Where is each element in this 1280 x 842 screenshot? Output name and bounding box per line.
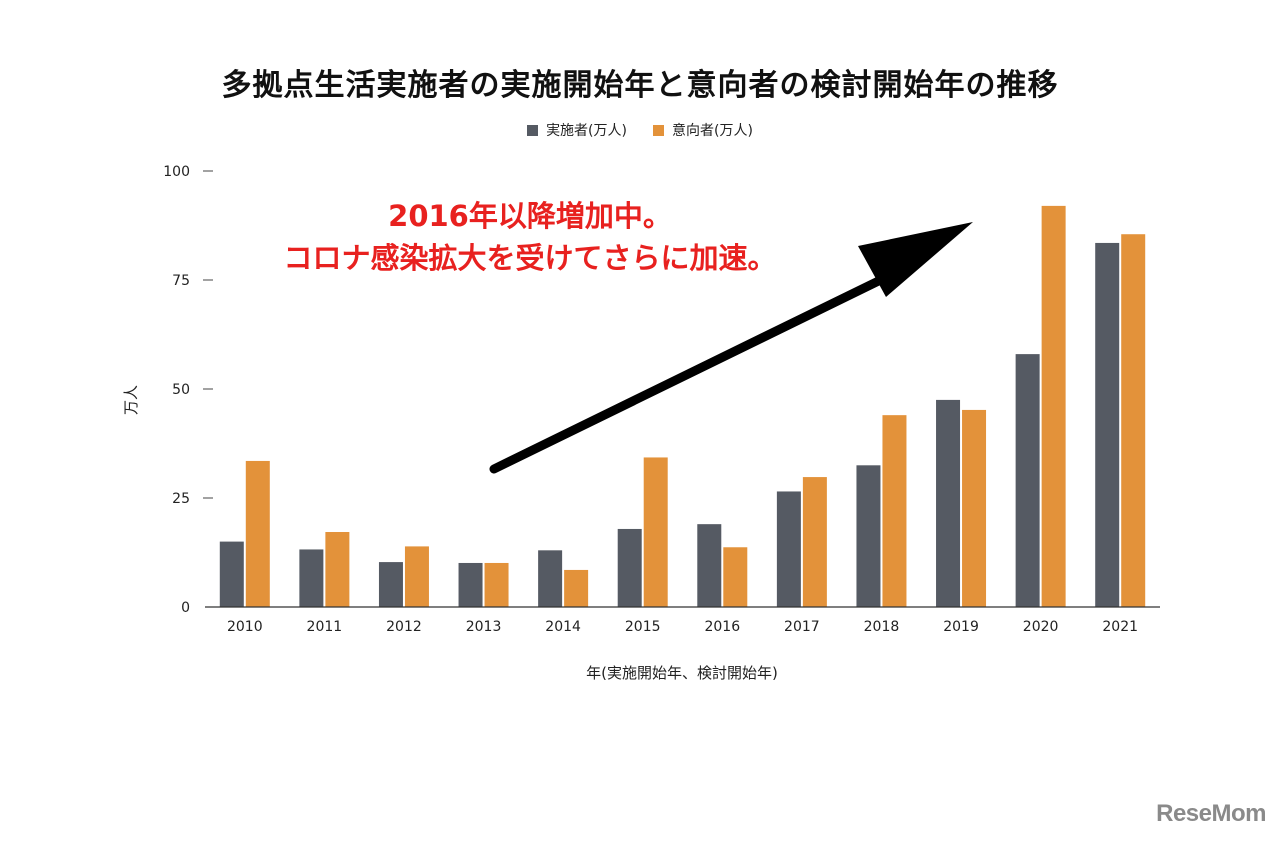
bar-implementers-2015 bbox=[617, 528, 642, 607]
legend-swatch-intenders bbox=[653, 124, 664, 136]
chart-title: 多拠点生活実施者の実施開始年と意向者の検討開始年の推移 bbox=[221, 68, 1059, 103]
x-tick-label-2017: 2017 bbox=[784, 619, 820, 635]
bar-implementers-2019 bbox=[936, 399, 961, 607]
annotation-line-1: 2016年以降増加中。 bbox=[388, 199, 672, 233]
bar-implementers-2020 bbox=[1015, 354, 1040, 607]
bar-implementers-2010 bbox=[219, 541, 244, 607]
legend-label-implementers: 実施者(万人) bbox=[546, 123, 627, 139]
annotation-line-2: コロナ感染拡大を受けてさらに加速。 bbox=[283, 241, 777, 275]
resemom-logo: ReseMom bbox=[1156, 800, 1266, 827]
x-tick-label-2013: 2013 bbox=[466, 619, 502, 635]
x-tick-label-2021: 2021 bbox=[1102, 619, 1138, 635]
bar-intenders-2013 bbox=[484, 562, 509, 607]
bar-implementers-2017 bbox=[776, 491, 801, 607]
bar-intenders-2011 bbox=[325, 532, 350, 607]
annotation: 2016年以降増加中。 コロナ感染拡大を受けてさらに加速。 bbox=[230, 195, 830, 279]
x-tick-label-2015: 2015 bbox=[625, 619, 661, 635]
bar-intenders-2012 bbox=[404, 546, 429, 607]
x-tick-label-2014: 2014 bbox=[545, 619, 581, 635]
x-tick-label-2010: 2010 bbox=[227, 619, 263, 635]
bar-intenders-2019 bbox=[962, 409, 987, 607]
bar-implementers-2012 bbox=[378, 562, 403, 607]
y-tick-label: 0 bbox=[181, 600, 190, 616]
bar-intenders-2010 bbox=[245, 460, 270, 607]
bar-intenders-2017 bbox=[802, 477, 827, 607]
x-tick-label-2020: 2020 bbox=[1023, 619, 1059, 635]
bar-implementers-2013 bbox=[458, 562, 483, 607]
bar-intenders-2015 bbox=[643, 457, 668, 607]
x-tick-label-2011: 2011 bbox=[307, 619, 343, 635]
bar-intenders-2016 bbox=[723, 547, 748, 607]
legend-swatch-implementers bbox=[527, 124, 539, 136]
bar-implementers-2021 bbox=[1095, 242, 1120, 607]
legend-item-implementers: 実施者(万人) bbox=[527, 120, 627, 140]
y-tick-label: 75 bbox=[172, 273, 190, 289]
y-tick-label: 25 bbox=[172, 491, 190, 507]
bar-implementers-2018 bbox=[856, 465, 881, 607]
bar-implementers-2014 bbox=[538, 550, 563, 607]
bar-intenders-2021 bbox=[1121, 234, 1146, 607]
bar-intenders-2020 bbox=[1041, 205, 1066, 607]
bar-implementers-2011 bbox=[299, 549, 324, 607]
x-tick-label-2019: 2019 bbox=[943, 619, 979, 635]
y-tick-label: 100 bbox=[163, 164, 190, 180]
legend: 実施者(万人) 意向者(万人) bbox=[0, 120, 1280, 140]
bar-intenders-2018 bbox=[882, 415, 907, 607]
bar-intenders-2014 bbox=[564, 569, 589, 607]
x-axis-label: 年(実施開始年、検討開始年) bbox=[586, 664, 778, 682]
bar-implementers-2016 bbox=[697, 524, 722, 607]
y-axis-label: 万人 bbox=[122, 385, 140, 415]
legend-label-intenders: 意向者(万人) bbox=[672, 123, 753, 139]
x-tick-label-2012: 2012 bbox=[386, 619, 422, 635]
legend-item-intenders: 意向者(万人) bbox=[653, 120, 753, 140]
trend-arrow bbox=[489, 222, 973, 474]
x-tick-label-2016: 2016 bbox=[704, 619, 740, 635]
x-tick-label-2018: 2018 bbox=[864, 619, 900, 635]
y-tick-label: 50 bbox=[172, 382, 190, 398]
